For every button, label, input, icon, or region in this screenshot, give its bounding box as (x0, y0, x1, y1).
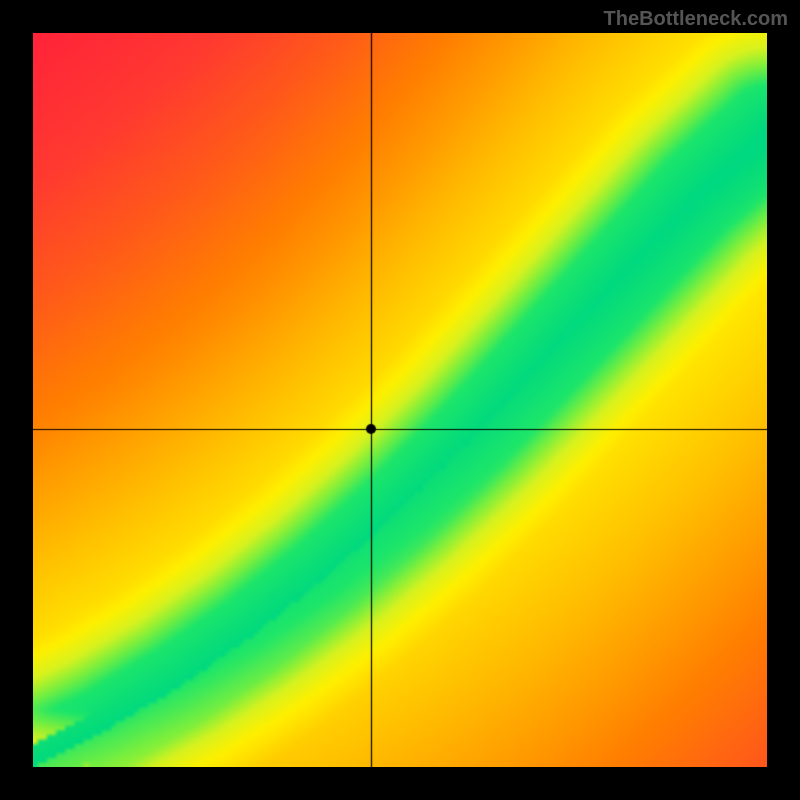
bottleneck-chart: TheBottleneck.com (0, 0, 800, 800)
crosshair-overlay (33, 33, 767, 767)
watermark-text: TheBottleneck.com (604, 8, 788, 31)
chart-plot-area (33, 33, 767, 767)
